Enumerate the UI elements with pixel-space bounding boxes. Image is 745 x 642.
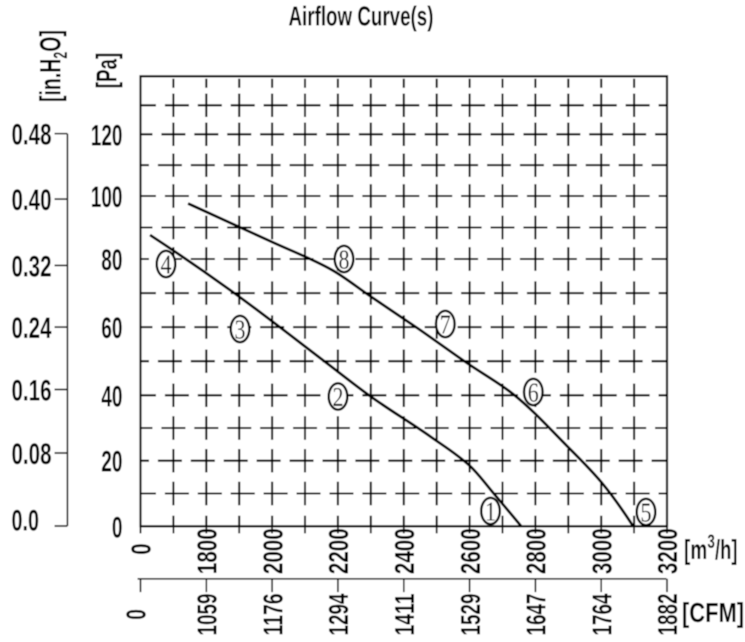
- svg-text:2600: 2600: [455, 528, 486, 574]
- svg-text:0: 0: [126, 543, 157, 554]
- svg-text:5: 5: [641, 497, 652, 527]
- svg-text:1059: 1059: [192, 594, 223, 636]
- svg-text:2400: 2400: [389, 528, 420, 574]
- svg-text:2800: 2800: [521, 528, 552, 574]
- svg-text:Airflow Curve(s): Airflow Curve(s): [289, 1, 434, 32]
- svg-text:3000: 3000: [586, 528, 617, 574]
- svg-text:2000: 2000: [257, 528, 288, 574]
- svg-text:100: 100: [91, 181, 123, 214]
- svg-text:1647: 1647: [521, 594, 552, 636]
- svg-text:0.40: 0.40: [12, 184, 52, 217]
- svg-text:3: 3: [707, 532, 715, 553]
- svg-text:8: 8: [339, 244, 350, 274]
- svg-text:2200: 2200: [323, 528, 354, 574]
- svg-text:[CFM]: [CFM]: [682, 597, 744, 628]
- svg-text:80: 80: [101, 244, 122, 277]
- svg-text:3: 3: [235, 314, 246, 344]
- svg-text:0.32: 0.32: [12, 250, 52, 283]
- svg-text:1: 1: [485, 496, 496, 526]
- svg-text:1882: 1882: [652, 594, 683, 636]
- svg-text:1411: 1411: [389, 594, 420, 636]
- svg-text:120: 120: [91, 119, 123, 152]
- svg-text:0: 0: [121, 609, 152, 620]
- svg-text:60: 60: [101, 312, 122, 345]
- svg-text:0.24: 0.24: [12, 312, 52, 345]
- svg-text:6: 6: [528, 377, 539, 407]
- svg-text:[Pa]: [Pa]: [92, 53, 124, 89]
- svg-text:0.48: 0.48: [12, 119, 52, 152]
- svg-text:1529: 1529: [455, 594, 486, 636]
- svg-text:4: 4: [161, 249, 172, 279]
- svg-text:1176: 1176: [257, 594, 288, 636]
- svg-text:1764: 1764: [586, 593, 617, 635]
- svg-text:[m: [m: [684, 534, 707, 565]
- svg-text:20: 20: [101, 446, 122, 479]
- svg-text:/h]: /h]: [715, 534, 738, 565]
- svg-text:40: 40: [101, 380, 122, 413]
- svg-text:0.0: 0.0: [12, 504, 40, 537]
- svg-text:3200: 3200: [652, 528, 683, 574]
- svg-text:1800: 1800: [192, 528, 223, 574]
- svg-text:[in.H2O]: [in.H2O]: [35, 30, 73, 102]
- svg-text:0.08: 0.08: [12, 438, 52, 471]
- svg-text:0.16: 0.16: [12, 375, 52, 408]
- svg-text:7: 7: [440, 309, 451, 339]
- svg-text:1294: 1294: [323, 593, 354, 635]
- svg-text:0: 0: [112, 511, 123, 544]
- svg-text:2: 2: [333, 382, 344, 412]
